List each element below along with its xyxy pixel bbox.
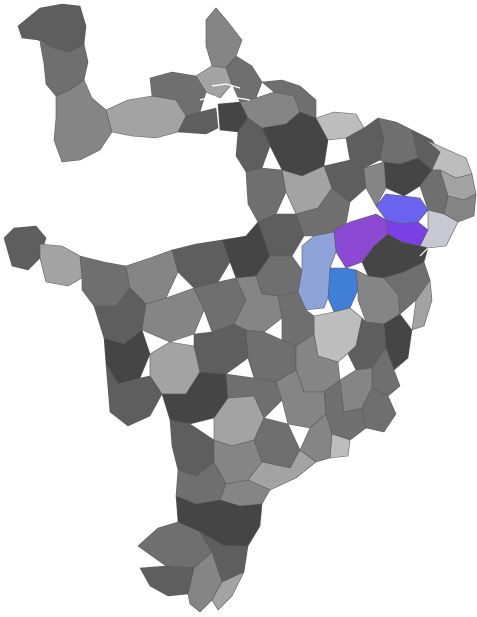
map-region[interactable]: [233, 275, 283, 333]
coastal-lines: [199, 83, 429, 257]
map-region[interactable]: [171, 239, 231, 289]
map-region[interactable]: [39, 243, 83, 287]
map-regions: [3, 3, 477, 613]
map-region[interactable]: [141, 287, 205, 343]
map-region[interactable]: [193, 323, 249, 375]
map-region[interactable]: [225, 55, 263, 103]
map-region[interactable]: [261, 111, 329, 177]
map-region[interactable]: [17, 3, 87, 53]
map-region[interactable]: [225, 373, 283, 419]
map-region[interactable]: [235, 117, 271, 173]
map-region[interactable]: [177, 107, 219, 135]
map-region[interactable]: [295, 187, 351, 237]
map-region-highlight[interactable]: [327, 267, 359, 313]
map-region[interactable]: [105, 95, 187, 139]
map-region[interactable]: [53, 79, 113, 163]
map-region[interactable]: [363, 161, 387, 207]
map-region[interactable]: [211, 571, 245, 611]
map-region[interactable]: [139, 565, 195, 597]
map-region-highlight[interactable]: [419, 209, 459, 249]
map-region[interactable]: [411, 279, 433, 331]
map-region[interactable]: [245, 167, 287, 223]
